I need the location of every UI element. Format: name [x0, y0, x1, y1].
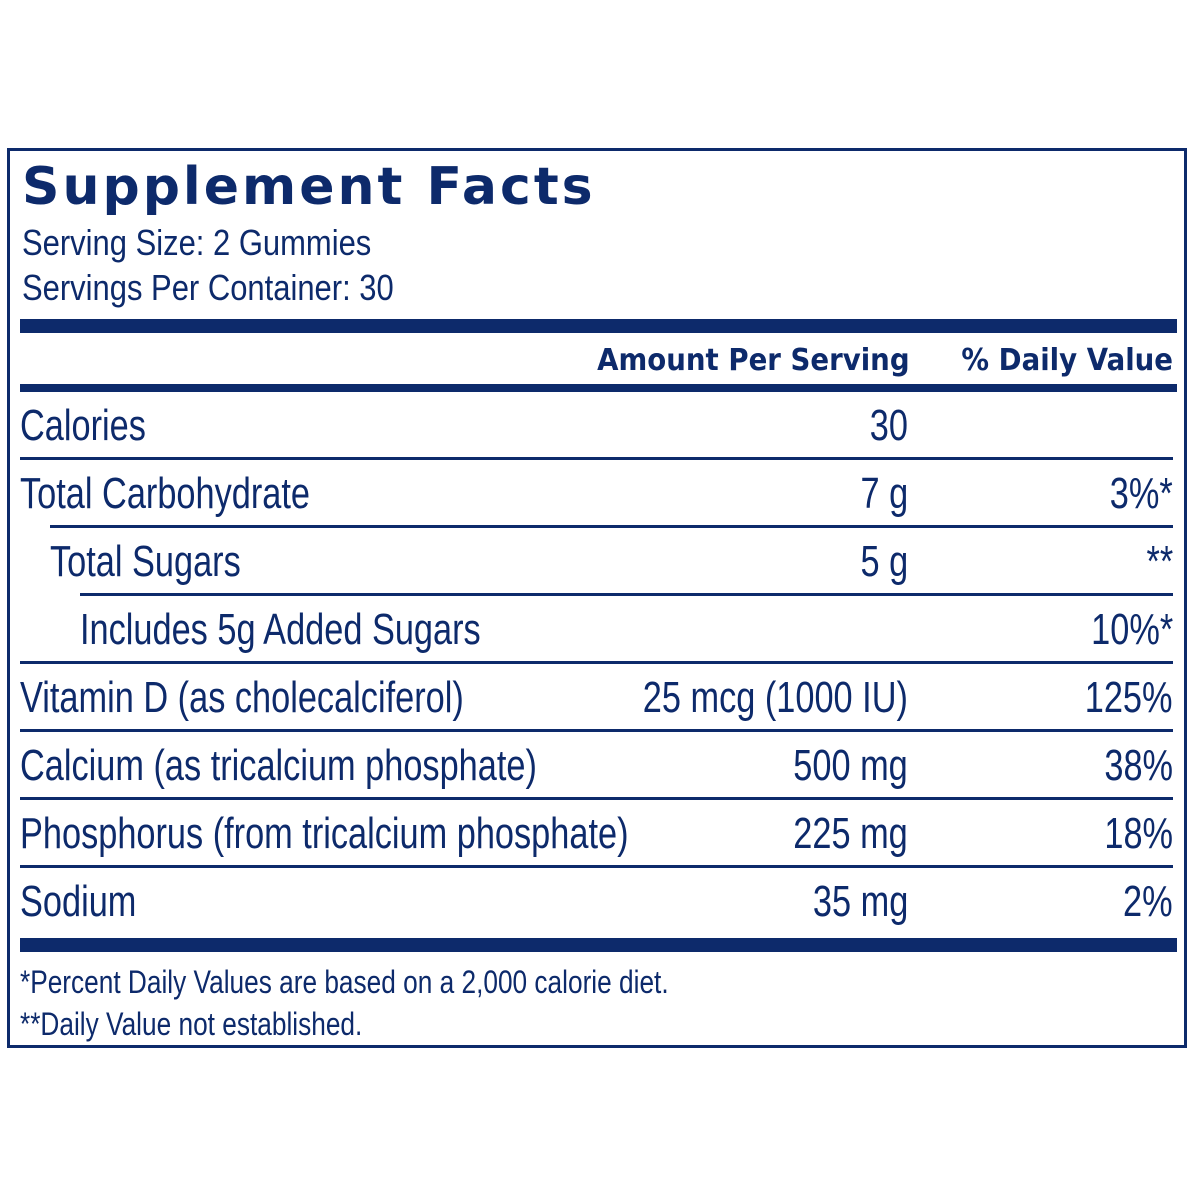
nutrient-name: Vitamin D (as cholecalciferol) [20, 673, 464, 722]
top-divider-bar [20, 319, 1177, 333]
nutrient-amount: 7 g [860, 469, 908, 518]
nutrient-daily-value: ** [1146, 537, 1173, 586]
nutrient-daily-value: 10%* [1090, 605, 1173, 654]
nutrient-daily-value: 125% [1085, 673, 1173, 722]
table-row: Phosphorus (from tricalcium phosphate) 22… [10, 800, 1184, 868]
label-title: Supplement Facts [22, 157, 596, 217]
nutrient-amount: 500 mg [793, 741, 908, 790]
nutrient-amount: 35 mg [812, 877, 908, 926]
nutrient-name: Calcium (as tricalcium phosphate) [20, 741, 537, 790]
footnote-daily-value-not-established: **Daily Value not established. [20, 1006, 363, 1042]
header-amount-per-serving: Amount Per Serving [597, 343, 910, 378]
row-separator [20, 661, 1173, 664]
row-separator [20, 797, 1173, 800]
table-row: Calories 30 [10, 392, 1184, 460]
table-row: Sodium 35 mg 2% [10, 868, 1184, 936]
table-row: Vitamin D (as cholecalciferol) 25 mcg (10… [10, 664, 1184, 732]
serving-size: Serving Size: 2 Gummies [22, 222, 372, 263]
nutrient-amount: 25 mcg (1000 IU) [642, 673, 908, 722]
nutrient-name: Total Sugars [50, 537, 241, 586]
header-divider-bar [20, 384, 1177, 392]
table-row: Calcium (as tricalcium phosphate) 500 mg 3… [10, 732, 1184, 800]
nutrient-name: Phosphorus (from tricalcium phosphate) [20, 809, 629, 858]
table-row: Total Carbohydrate 7 g 3%* [10, 460, 1184, 528]
nutrient-daily-value: 3%* [1110, 469, 1173, 518]
header-daily-value: % Daily Value [961, 343, 1173, 378]
nutrient-amount: 5 g [860, 537, 908, 586]
nutrient-name: Calories [20, 401, 146, 450]
nutrient-name: Total Carbohydrate [20, 469, 310, 518]
row-separator [50, 525, 1173, 528]
nutrient-daily-value: 18% [1104, 809, 1173, 858]
row-separator [20, 729, 1173, 732]
row-separator [20, 865, 1173, 868]
servings-per-container: Servings Per Container: 30 [22, 267, 394, 308]
nutrient-daily-value: 2% [1123, 877, 1173, 926]
nutrient-name: Includes 5g Added Sugars [80, 605, 481, 654]
table-row: Includes 5g Added Sugars 10%* [10, 596, 1184, 664]
supplement-facts-panel: Supplement Facts Serving Size: 2 Gummies… [7, 148, 1187, 1048]
nutrient-amount: 225 mg [793, 809, 908, 858]
nutrient-rows: Calories 30 Total Carbohydrate 7 g 3%* Total … [10, 392, 1184, 936]
nutrient-amount: 30 [869, 401, 908, 450]
bottom-divider-bar [20, 938, 1177, 952]
footnote-percent-daily-values: *Percent Daily Values are based on a 2,0… [20, 964, 669, 1000]
nutrient-daily-value: 38% [1104, 741, 1173, 790]
nutrient-name: Sodium [20, 877, 137, 926]
row-separator [80, 593, 1173, 596]
row-separator [20, 457, 1173, 460]
table-row: Total Sugars 5 g ** [10, 528, 1184, 596]
